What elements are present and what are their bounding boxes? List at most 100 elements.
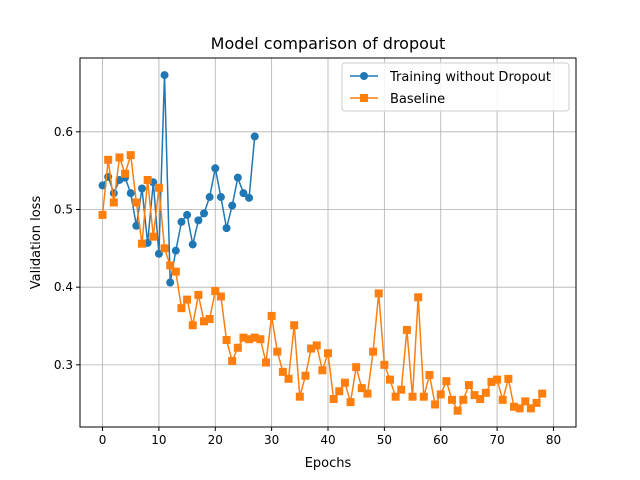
x-tick-label: 10	[151, 433, 166, 447]
data-point	[318, 366, 327, 375]
data-point	[143, 175, 152, 184]
data-point	[256, 335, 265, 344]
data-point	[262, 358, 270, 367]
chart-title: Model comparison of dropout	[211, 34, 446, 53]
data-point	[104, 155, 113, 164]
data-point	[312, 341, 321, 350]
data-point	[200, 209, 208, 218]
y-axis-label: Validation loss	[29, 196, 44, 290]
data-point	[391, 392, 400, 401]
data-point	[126, 189, 135, 198]
data-point	[510, 402, 518, 411]
data-point	[171, 246, 180, 255]
data-point	[216, 193, 225, 202]
data-point	[245, 193, 254, 202]
x-tick-label: 80	[546, 433, 561, 447]
data-point	[250, 132, 259, 141]
data-point	[115, 153, 124, 162]
data-point	[126, 151, 135, 160]
data-point	[233, 173, 242, 182]
data-point	[171, 267, 180, 276]
data-point	[132, 221, 141, 230]
data-point	[160, 244, 169, 253]
data-point	[324, 349, 332, 358]
x-tick-label: 40	[320, 433, 335, 447]
data-point	[205, 315, 214, 324]
data-point	[493, 375, 502, 384]
data-point	[464, 381, 473, 390]
data-point	[194, 216, 203, 225]
data-point	[239, 333, 248, 342]
data-point	[369, 347, 378, 356]
data-point	[307, 344, 316, 353]
data-point	[419, 392, 428, 401]
x-tick-label: 20	[208, 433, 223, 447]
x-tick-label: 30	[264, 433, 279, 447]
data-point	[228, 356, 237, 365]
data-point	[188, 240, 197, 249]
x-tick-label: 60	[433, 433, 448, 447]
data-point	[211, 164, 220, 173]
x-tick-label: 0	[99, 433, 107, 447]
data-point	[436, 390, 445, 399]
data-point	[442, 377, 451, 386]
data-point	[352, 363, 361, 372]
data-point	[532, 398, 541, 407]
data-point	[166, 278, 175, 287]
data-point	[177, 304, 186, 313]
data-point	[222, 335, 231, 344]
data-point	[222, 224, 231, 233]
data-point	[526, 404, 535, 413]
legend: Training without Dropout Baseline	[341, 62, 570, 112]
legend-label: Baseline	[390, 92, 445, 107]
data-point	[109, 189, 118, 198]
data-point	[290, 321, 299, 330]
data-point	[245, 335, 254, 344]
data-point	[149, 232, 158, 241]
data-point	[453, 406, 462, 415]
data-point	[448, 395, 456, 404]
data-point	[521, 397, 530, 406]
legend-marker	[360, 72, 368, 80]
data-point	[357, 384, 366, 393]
data-point	[138, 184, 146, 193]
data-point	[205, 193, 214, 202]
data-point	[98, 181, 107, 190]
data-point	[188, 321, 197, 330]
data-point	[335, 387, 344, 396]
x-tick-label: 70	[489, 433, 504, 447]
data-point	[267, 311, 276, 320]
y-axis: 0.3 0.4 0.5 0.6	[54, 125, 80, 372]
data-point	[498, 395, 507, 404]
data-point	[470, 391, 479, 400]
data-point	[397, 385, 406, 394]
x-axis: 0 10 20 30 40 50 60 70 80	[99, 427, 561, 447]
legend-marker	[360, 94, 368, 102]
data-point	[459, 395, 468, 404]
data-point	[211, 287, 220, 296]
data-point	[386, 375, 394, 384]
data-point	[295, 392, 304, 401]
data-point	[402, 325, 411, 334]
data-point	[121, 169, 130, 178]
data-point	[250, 333, 259, 342]
plot-area	[98, 71, 547, 415]
data-point	[301, 371, 310, 380]
data-point	[109, 198, 118, 207]
data-point	[284, 374, 293, 383]
data-point	[216, 292, 225, 301]
data-point	[481, 388, 490, 397]
data-point	[340, 378, 349, 387]
data-point	[166, 261, 175, 270]
data-point	[194, 290, 203, 299]
y-tick-label: 0.6	[54, 125, 73, 139]
data-point	[132, 198, 141, 207]
data-point	[183, 210, 192, 219]
y-tick-label: 0.3	[54, 358, 73, 372]
series-1	[98, 151, 547, 415]
data-point	[504, 374, 513, 383]
x-tick-label: 50	[377, 433, 392, 447]
legend-label: Training without Dropout	[389, 70, 551, 85]
data-point	[374, 289, 383, 298]
